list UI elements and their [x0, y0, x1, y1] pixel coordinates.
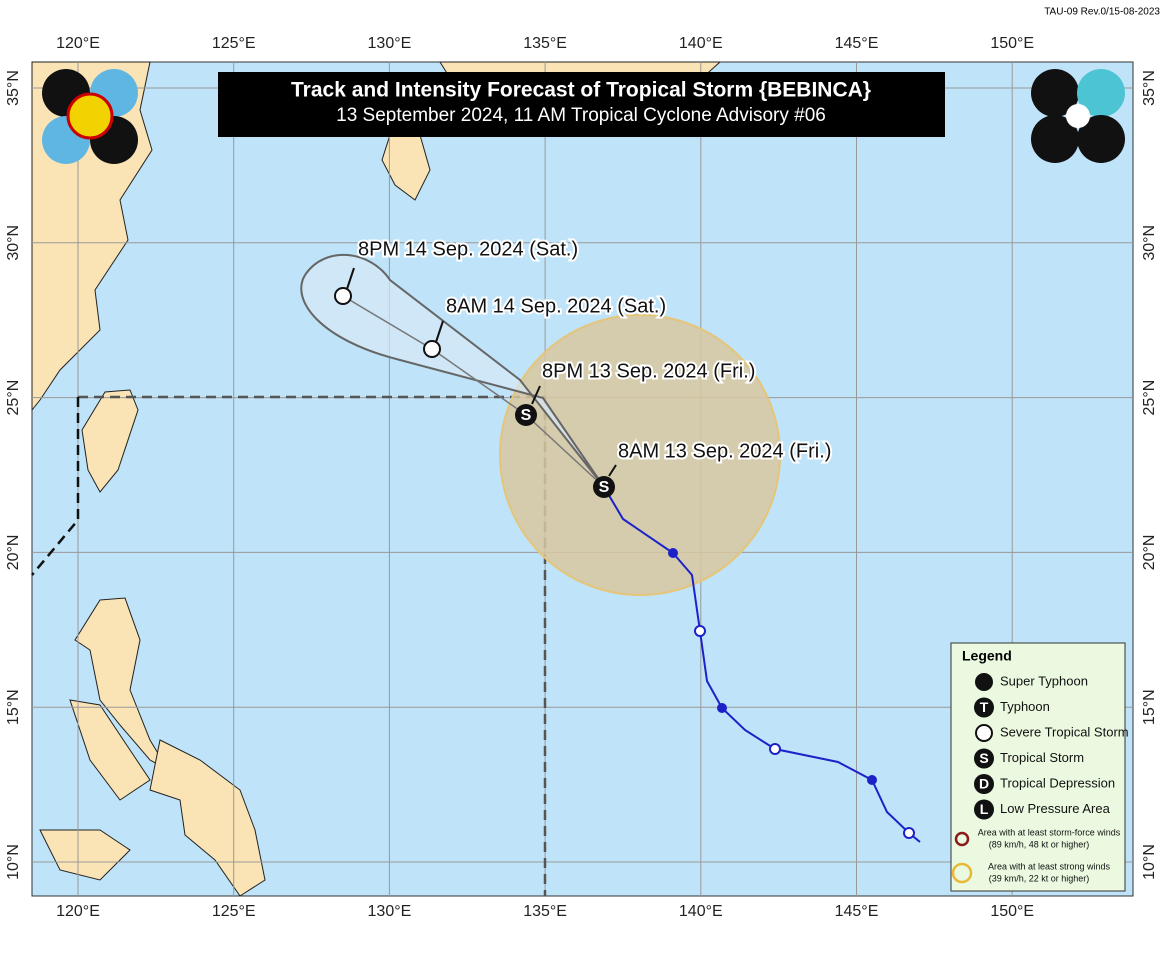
legend-icon: [974, 748, 994, 769]
lon-label-top: 130°E: [368, 35, 412, 52]
lon-label-bottom: 125°E: [212, 903, 256, 920]
lon-label-bottom: 150°E: [990, 903, 1034, 920]
forecast-track: [342, 295, 605, 488]
legend-icon: [975, 673, 993, 691]
lon-label-bottom: 145°E: [835, 903, 879, 920]
lat-label-right: 30°N: [1141, 225, 1158, 261]
legend-icon: [974, 697, 994, 718]
strong-wind-area: [499, 314, 781, 596]
title: Track and Intensity Forecast of Tropical…: [291, 79, 871, 102]
pagasa-logo: [42, 69, 138, 164]
lat-label-right: 35°N: [1141, 70, 1158, 106]
track-points: [668, 548, 915, 839]
tropical-storm-symbol: S: [599, 479, 610, 496]
lat-label-left: 15°N: [5, 689, 22, 725]
form-code: TAU-09 Rev.0/15-08-2023: [1044, 7, 1160, 18]
legend-title: Legend: [962, 648, 1012, 664]
wind-area-icon: [954, 831, 970, 847]
lat-label-right: 25°N: [1141, 380, 1158, 416]
lon-label-top: 120°E: [56, 35, 100, 52]
lon-label-bottom: 140°E: [679, 903, 723, 920]
lon-label-top: 135°E: [523, 35, 567, 52]
legend-label: Severe Tropical Storm: [1000, 724, 1129, 739]
legend-label: Tropical Storm: [1000, 750, 1084, 765]
title-box: [218, 72, 945, 137]
lat-label-right: 15°N: [1141, 689, 1158, 725]
lon-label-top: 140°E: [679, 35, 723, 52]
tropical-storm-icon: [515, 404, 537, 426]
legend-icon: [974, 799, 994, 820]
legend-label: Typhoon: [1000, 699, 1050, 714]
tropical-storm-icon: [593, 476, 615, 498]
legend-label: Tropical Depression: [1000, 775, 1115, 790]
dost-logo: [1031, 69, 1125, 163]
lat-label-left: 10°N: [5, 844, 22, 880]
lon-label-bottom: 130°E: [368, 903, 412, 920]
forecast-label: 8AM 13 Sep. 2024 (Fri.): [618, 440, 831, 462]
legend-label: Super Typhoon: [1000, 673, 1088, 688]
lon-label-top: 145°E: [835, 35, 879, 52]
forecast-label: 8AM 14 Sep. 2024 (Sat.): [446, 295, 666, 317]
forecast-label: 8PM 14 Sep. 2024 (Sat.): [358, 238, 578, 260]
lat-label-left: 35°N: [5, 70, 22, 106]
severe-storm-icons: [334, 267, 617, 477]
lat-label-right: 20°N: [1141, 535, 1158, 571]
wind-area-text: Area with at least strong winds: [988, 861, 1111, 871]
legend-symbol: T: [980, 699, 989, 715]
lat-label-right: 10°N: [1141, 844, 1158, 880]
lon-label-bottom: 135°E: [523, 903, 567, 920]
lon-label-bottom: 120°E: [56, 903, 100, 920]
legend-symbol: S: [979, 750, 988, 766]
lat-label-left: 25°N: [5, 380, 22, 416]
wind-area-icon: [951, 862, 973, 884]
wind-area-detail: (39 km/h, 22 kt or higher): [989, 873, 1090, 883]
wind-area-detail: (89 km/h, 48 kt or higher): [989, 839, 1090, 849]
legend-symbol: L: [980, 801, 989, 817]
lat-label-left: 30°N: [5, 225, 22, 261]
wind-area-text: Area with at least storm-force winds: [978, 827, 1121, 837]
forecast-cone: [300, 253, 605, 488]
subtitle: 13 September 2024, 11 AM Tropical Cyclon…: [336, 105, 826, 126]
legend-icon: [975, 724, 993, 742]
lon-label-top: 125°E: [212, 35, 256, 52]
forecast-label: 8PM 13 Sep. 2024 (Fri.): [542, 360, 755, 382]
legend-label: Low Pressure Area: [1000, 801, 1111, 816]
legend-icon: [974, 774, 994, 794]
legend-symbol: D: [979, 776, 989, 792]
tropical-storm-symbol: S: [521, 407, 532, 424]
lon-label-top: 150°E: [990, 35, 1034, 52]
lat-label-left: 20°N: [5, 535, 22, 571]
